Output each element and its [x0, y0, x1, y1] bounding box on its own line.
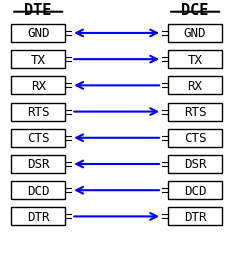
Text: CTS: CTS: [184, 132, 206, 145]
FancyBboxPatch shape: [11, 182, 65, 199]
Text: TX: TX: [188, 53, 203, 66]
FancyBboxPatch shape: [11, 155, 65, 173]
FancyBboxPatch shape: [11, 129, 65, 147]
FancyBboxPatch shape: [168, 155, 222, 173]
FancyBboxPatch shape: [168, 182, 222, 199]
Text: GND: GND: [27, 27, 49, 40]
Text: DCD: DCD: [184, 184, 206, 197]
Text: DTR: DTR: [27, 210, 49, 223]
FancyBboxPatch shape: [168, 103, 222, 121]
FancyBboxPatch shape: [168, 25, 222, 43]
FancyBboxPatch shape: [11, 208, 65, 226]
Text: CTS: CTS: [27, 132, 49, 145]
Text: DTR: DTR: [184, 210, 206, 223]
Text: RX: RX: [188, 80, 203, 92]
FancyBboxPatch shape: [11, 51, 65, 69]
FancyBboxPatch shape: [168, 51, 222, 69]
Text: DCD: DCD: [27, 184, 49, 197]
FancyBboxPatch shape: [11, 77, 65, 95]
FancyBboxPatch shape: [168, 129, 222, 147]
Text: RX: RX: [31, 80, 46, 92]
FancyBboxPatch shape: [168, 208, 222, 226]
Text: GND: GND: [184, 27, 206, 40]
Text: DCE: DCE: [182, 3, 209, 18]
Text: RTS: RTS: [27, 106, 49, 119]
Text: RTS: RTS: [184, 106, 206, 119]
FancyBboxPatch shape: [11, 25, 65, 43]
Text: DSR: DSR: [184, 158, 206, 171]
Text: TX: TX: [31, 53, 46, 66]
Text: DSR: DSR: [27, 158, 49, 171]
FancyBboxPatch shape: [168, 77, 222, 95]
Text: DTE: DTE: [25, 3, 52, 18]
FancyBboxPatch shape: [11, 103, 65, 121]
